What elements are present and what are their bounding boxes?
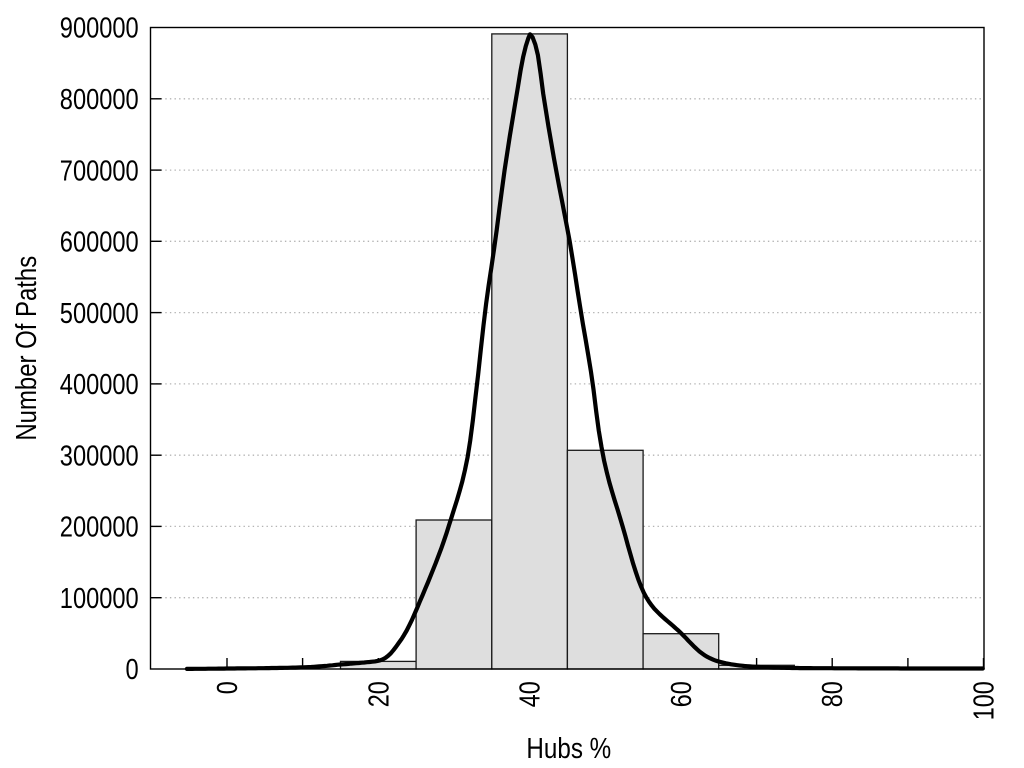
svg-text:800000: 800000 bbox=[60, 83, 139, 116]
svg-text:400000: 400000 bbox=[60, 368, 139, 401]
svg-text:60: 60 bbox=[665, 681, 698, 707]
svg-text:600000: 600000 bbox=[60, 225, 139, 258]
svg-text:700000: 700000 bbox=[60, 154, 139, 187]
svg-text:100: 100 bbox=[967, 681, 1000, 720]
svg-text:20: 20 bbox=[362, 681, 395, 707]
svg-text:900000: 900000 bbox=[60, 12, 139, 45]
svg-text:Number Of Paths: Number Of Paths bbox=[10, 256, 42, 441]
svg-text:40: 40 bbox=[513, 681, 546, 707]
svg-text:80: 80 bbox=[816, 681, 849, 707]
svg-text:500000: 500000 bbox=[60, 297, 139, 330]
svg-text:0: 0 bbox=[211, 681, 244, 694]
svg-text:0: 0 bbox=[126, 653, 139, 686]
svg-text:100000: 100000 bbox=[60, 582, 139, 615]
svg-text:300000: 300000 bbox=[60, 439, 139, 472]
svg-text:Hubs %: Hubs % bbox=[526, 732, 611, 764]
svg-text:200000: 200000 bbox=[60, 510, 139, 543]
